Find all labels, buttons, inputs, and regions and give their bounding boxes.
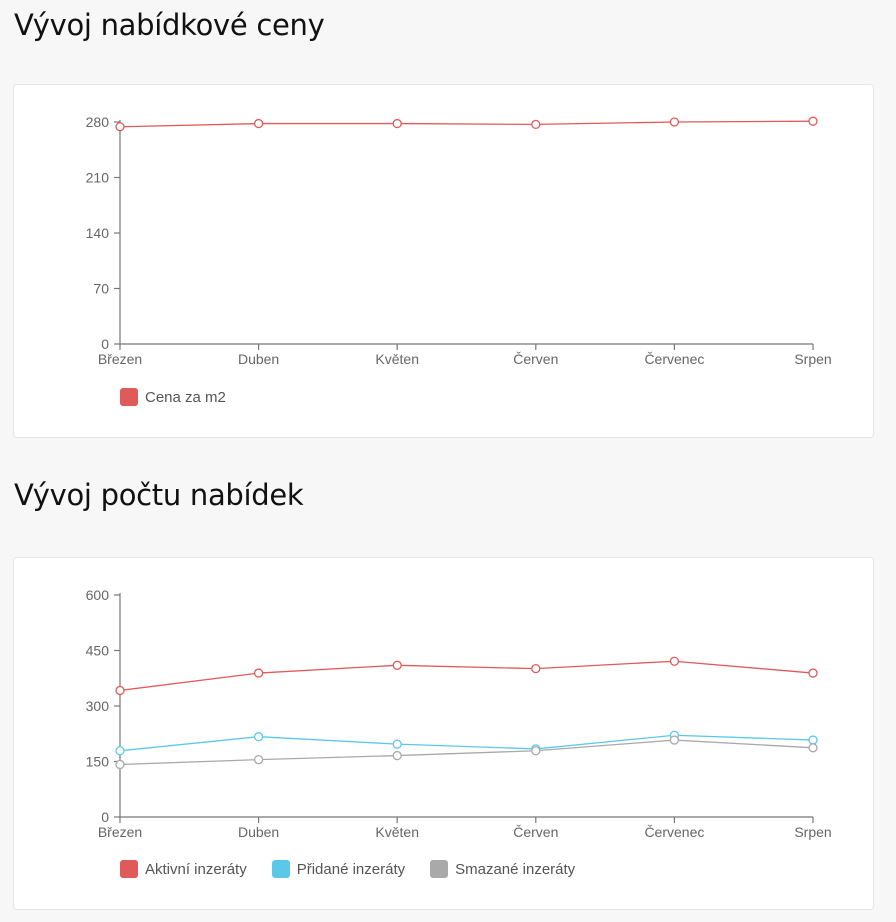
data-point[interactable] xyxy=(253,754,264,765)
y-tick-label: 140 xyxy=(86,225,110,241)
legend-label: Přidané inzeráty xyxy=(296,860,406,878)
chart-legend-price: Cena za m2 xyxy=(120,388,251,406)
data-point[interactable] xyxy=(253,668,264,678)
legend-label: Aktivní inzeráty xyxy=(145,860,247,878)
data-point[interactable] xyxy=(392,118,402,129)
y-tick-label: 280 xyxy=(86,114,110,130)
series-line xyxy=(119,739,814,766)
data-point[interactable] xyxy=(808,116,818,126)
legend-swatch xyxy=(271,860,290,878)
data-point[interactable] xyxy=(392,739,402,749)
price-line-chart: 0 70 140 210 280 Březen Duben Květen Červen Červe… xyxy=(86,114,832,367)
legend-swatch xyxy=(120,860,138,878)
data-point[interactable] xyxy=(669,117,680,127)
chart-card-count: 0 150 300 450 600 Březen Duben Květen Červen Červ… xyxy=(13,557,874,910)
y-tick-label: 0 xyxy=(101,809,109,825)
data-point[interactable] xyxy=(253,732,264,742)
data-point[interactable] xyxy=(808,743,818,753)
x-tick-label: Duben xyxy=(238,351,279,367)
y-tick-label: 70 xyxy=(93,281,109,297)
legend-label: Cena za m2 xyxy=(145,388,226,406)
data-point[interactable] xyxy=(669,735,680,745)
x-tick-label: Červen xyxy=(513,351,558,367)
data-point[interactable] xyxy=(115,759,125,770)
data-point[interactable] xyxy=(531,119,541,130)
x-tick-label: Červenec xyxy=(644,351,704,367)
y-tick-label: 150 xyxy=(86,754,110,770)
y-tick-label: 210 xyxy=(86,170,110,186)
x-tick-label: Březen xyxy=(98,824,142,840)
y-tick-label: 0 xyxy=(101,336,109,352)
legend-label: Smazané inzeráty xyxy=(455,860,576,878)
legend-item[interactable]: Aktivní inzeráty xyxy=(120,860,247,878)
y-tick-label: 300 xyxy=(86,698,110,714)
data-point[interactable] xyxy=(392,660,402,670)
x-tick-label: Duben xyxy=(238,824,279,840)
data-point[interactable] xyxy=(392,750,402,761)
legend-item[interactable]: Cena za m2 xyxy=(120,388,226,406)
data-point[interactable] xyxy=(115,746,125,756)
data-point[interactable] xyxy=(115,122,125,132)
data-point[interactable] xyxy=(808,668,818,678)
data-point[interactable] xyxy=(253,118,264,129)
x-tick-label: Srpen xyxy=(794,351,831,367)
legend-item[interactable]: Přidané inzeráty xyxy=(271,860,406,878)
data-point[interactable] xyxy=(531,663,541,674)
series-line xyxy=(119,660,814,692)
x-tick-label: Červen xyxy=(513,824,558,840)
x-tick-label: Červenec xyxy=(644,824,704,840)
data-point[interactable] xyxy=(115,685,125,696)
data-point[interactable] xyxy=(808,735,818,745)
x-tick-label: Březen xyxy=(98,351,142,367)
y-tick-label: 450 xyxy=(86,643,110,659)
y-tick-label: 600 xyxy=(86,587,110,603)
data-point[interactable] xyxy=(669,656,680,666)
legend-swatch xyxy=(430,860,449,878)
x-tick-label: Květen xyxy=(375,824,419,840)
legend-swatch xyxy=(120,388,138,406)
series-line xyxy=(119,734,814,752)
count-line-chart: 0 150 300 450 600 Březen Duben Květen Červen Červ… xyxy=(86,587,832,840)
legend-item[interactable]: Smazané inzeráty xyxy=(430,860,575,878)
series-line xyxy=(119,120,814,128)
section-title-count: Vývoj počtu nabídek xyxy=(14,478,304,512)
data-point[interactable] xyxy=(531,746,541,756)
x-tick-label: Srpen xyxy=(794,824,831,840)
section-title-price: Vývoj nabídkové ceny xyxy=(14,8,325,42)
chart-legend-count: Aktivní inzeráty Přidané inzeráty Smazané … xyxy=(120,860,600,878)
x-tick-label: Květen xyxy=(375,351,419,367)
chart-card-price: 0 70 140 210 280 Březen Duben Květen Červen Červe… xyxy=(13,84,874,438)
